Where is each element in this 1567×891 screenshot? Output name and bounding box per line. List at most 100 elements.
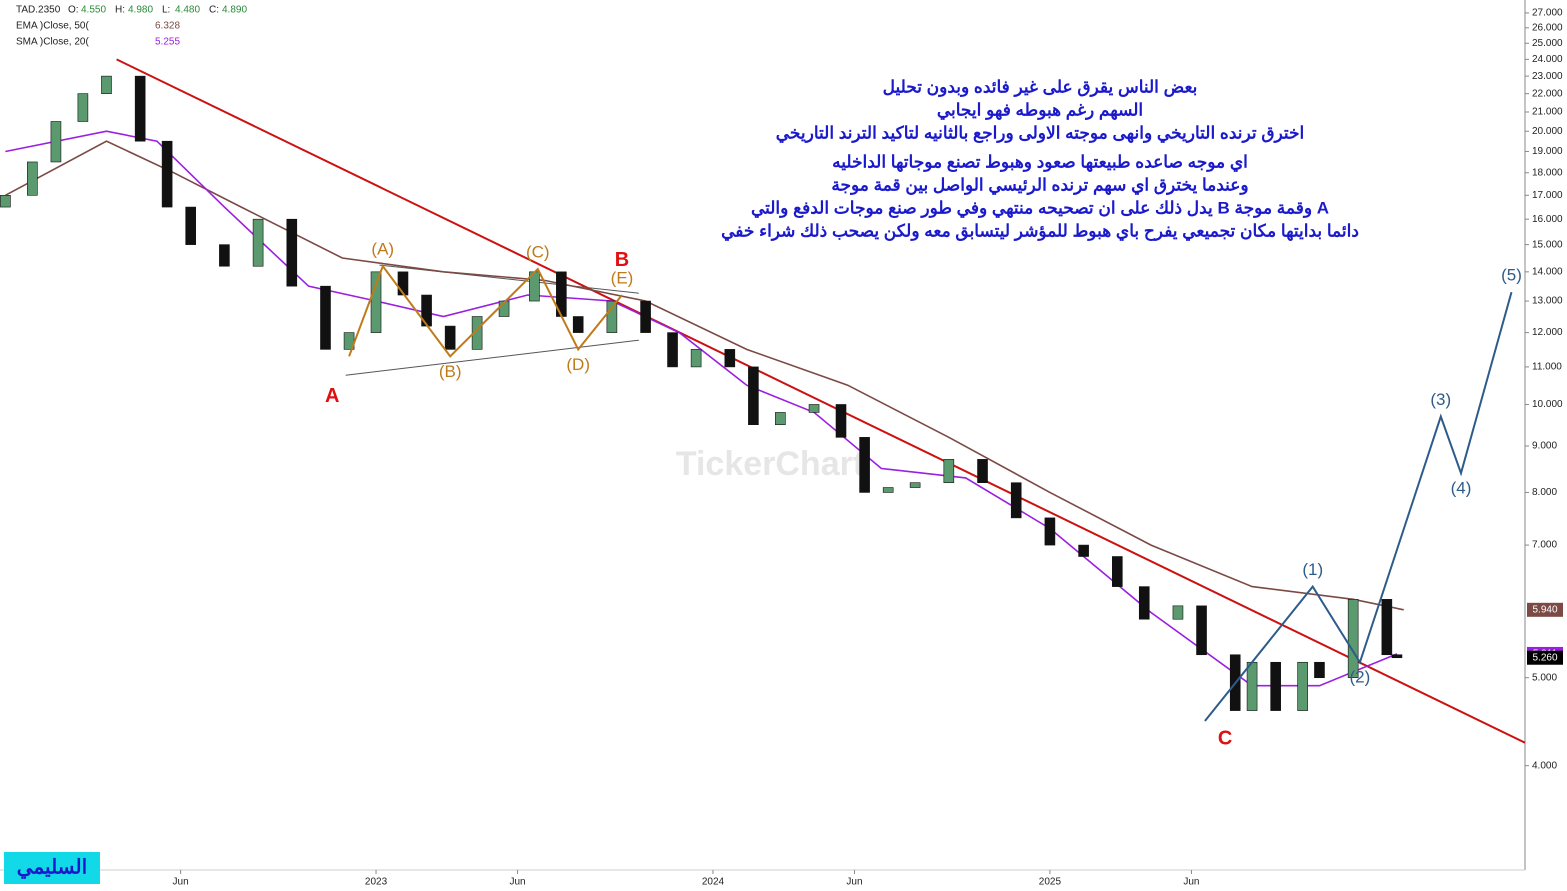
wave-label: (1) xyxy=(1302,560,1323,579)
candle xyxy=(1297,661,1308,711)
wave-label: (D) xyxy=(566,355,590,374)
candle xyxy=(748,366,759,425)
annotation: دائما بدايتها مكان تجميعي يفرح باي هبوط … xyxy=(721,221,1359,241)
candle xyxy=(1112,556,1123,587)
candle xyxy=(1391,654,1403,659)
candle xyxy=(1246,661,1258,711)
annotation: السهم رغم هبوطه فهو ايجابي xyxy=(937,100,1143,120)
candle xyxy=(859,437,870,493)
ohlc-value: 4.480 xyxy=(175,5,200,16)
candle xyxy=(1314,661,1325,679)
candle xyxy=(775,412,786,425)
y-tick-label: 10.000 xyxy=(1532,399,1563,410)
candle xyxy=(185,206,197,245)
ohlc-name: L: xyxy=(162,5,170,16)
price-tag xyxy=(1527,650,1563,665)
annotation: وعندما يخترق اي سهم ترنده الرئيسي الواصل… xyxy=(831,175,1248,195)
y-tick-label: 9.000 xyxy=(1532,441,1557,452)
candle xyxy=(1138,586,1150,620)
x-tick-label: Jun xyxy=(509,877,525,888)
candle xyxy=(909,482,921,488)
y-tick-label: 8.000 xyxy=(1532,487,1557,498)
ohlc-name: C: xyxy=(209,5,219,16)
y-tick-label: 21.000 xyxy=(1532,107,1563,118)
author: السليمي xyxy=(17,856,87,879)
candle xyxy=(320,285,331,350)
candle xyxy=(1044,517,1056,546)
candle xyxy=(1270,661,1281,711)
y-tick-label: 16.000 xyxy=(1532,214,1563,225)
candle xyxy=(882,487,894,493)
candle xyxy=(134,75,146,142)
y-tick-label: 13.000 xyxy=(1532,296,1563,307)
author-box xyxy=(4,852,100,884)
trend-line xyxy=(345,339,639,376)
wave-label: (E) xyxy=(611,269,634,288)
candle xyxy=(252,218,264,267)
legend-value: 6.328 xyxy=(155,21,180,32)
y-tick-label: 18.000 xyxy=(1532,167,1563,178)
y-tick-label: 14.000 xyxy=(1532,266,1563,277)
ohlc-value: 4.980 xyxy=(128,5,153,16)
x-tick-label: 2024 xyxy=(702,877,725,888)
wave-line xyxy=(1204,291,1513,722)
x-tick-label: 2023 xyxy=(365,877,388,888)
candle xyxy=(572,316,584,333)
candle xyxy=(471,316,483,350)
y-tick-label: 15.000 xyxy=(1532,239,1563,250)
x-tick-label: Jun xyxy=(173,877,189,888)
wave-label: (A) xyxy=(371,240,394,259)
y-tick-label: 25.000 xyxy=(1532,38,1563,49)
candle xyxy=(667,332,678,368)
candle xyxy=(101,75,112,94)
candle xyxy=(1010,482,1022,519)
wave-point-label: B xyxy=(615,249,629,271)
candle xyxy=(1078,544,1089,557)
candle xyxy=(370,271,382,333)
legend-name: SMA )Close, 20( xyxy=(16,37,89,48)
wave-label: (2) xyxy=(1350,668,1371,687)
annotation: A وقمة موجة B يدل ذلك على ان تصحيحه منته… xyxy=(751,198,1329,218)
y-tick-label: 11.000 xyxy=(1532,362,1562,373)
y-tick-label: 20.000 xyxy=(1532,126,1563,137)
candle xyxy=(1347,599,1359,679)
legend-value: 5.255 xyxy=(155,37,180,48)
annotation: اخترق ترنده التاريخي وانهى موجته الاولى … xyxy=(776,123,1305,143)
wave-label: (5) xyxy=(1501,266,1522,285)
ohlc-name: H: xyxy=(115,5,125,16)
y-tick-label: 27.000 xyxy=(1532,8,1563,19)
y-tick-label: 12.000 xyxy=(1532,327,1563,338)
candle xyxy=(286,218,298,287)
candle xyxy=(397,271,409,296)
x-tick-label: 2025 xyxy=(1039,877,1062,888)
y-tick-label: 26.000 xyxy=(1532,22,1563,33)
wave-label: (4) xyxy=(1451,479,1472,498)
ohlc-value: 4.890 xyxy=(222,5,247,16)
wave-label: (B) xyxy=(439,362,462,381)
candle xyxy=(161,140,173,208)
x-tick-label: Jun xyxy=(846,877,862,888)
y-tick-label: 24.000 xyxy=(1532,54,1563,65)
candle xyxy=(0,194,11,208)
y-tick-label: 5.000 xyxy=(1532,672,1557,683)
trend-line xyxy=(116,58,1526,744)
candle xyxy=(835,404,847,438)
candle xyxy=(606,300,618,333)
annotation: بعض الناس يقرق على غير فائده وبدون تحليل xyxy=(883,77,1198,97)
y-tick-label: 7.000 xyxy=(1532,540,1557,551)
annotation: اي موجه صاعده طبيعتها صعود وهبوط تصنع مو… xyxy=(832,152,1248,172)
candle xyxy=(1172,605,1184,620)
candle xyxy=(690,349,702,368)
candle xyxy=(724,349,736,368)
wave-label: (3) xyxy=(1430,390,1451,409)
symbol: TAD.2350 xyxy=(16,5,61,16)
candle xyxy=(77,93,89,122)
candle xyxy=(943,459,955,484)
x-tick-label: Jun xyxy=(1183,877,1199,888)
candle xyxy=(27,161,38,196)
y-tick-label: 19.000 xyxy=(1532,146,1563,157)
price-tag xyxy=(1527,602,1563,617)
legend-name: EMA )Close, 50( xyxy=(16,21,89,32)
